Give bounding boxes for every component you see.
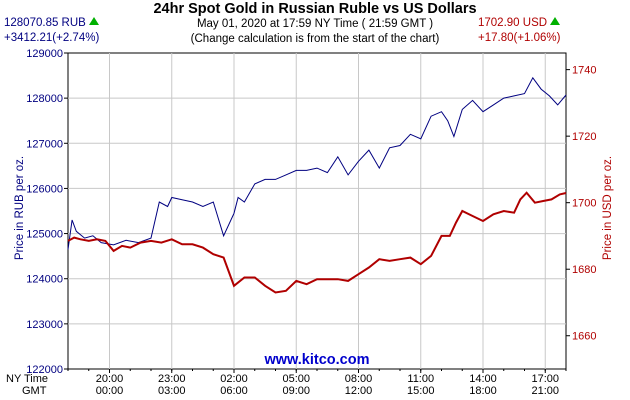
x-tick-label-gmt: 15:00 (407, 385, 435, 397)
series-usd-line (67, 191, 567, 294)
usd-change: +17.80(+1.06%) (478, 32, 561, 44)
watermark-link[interactable]: www.kitco.com (263, 352, 369, 368)
usd-price-readout: 1702.90 USD (478, 17, 561, 29)
x-tick-label-ny: 23:00 (158, 373, 186, 385)
y-tick-label-left: 125000 (26, 229, 63, 241)
x-tick-label-gmt: 09:00 (282, 385, 310, 397)
y-tick-label-right: 1720 (572, 131, 596, 143)
y-tick-label-left: 127000 (26, 138, 63, 150)
plot-area (67, 52, 567, 370)
x-tick-label-ny: 02:00 (220, 373, 248, 385)
x-tick-label-ny: 20:00 (96, 373, 124, 385)
y-tick-label-right: 1660 (572, 331, 596, 343)
y-tick-label-right: 1680 (572, 264, 596, 276)
gmt-label: GMT (22, 385, 47, 397)
chart-title: 24hr Spot Gold in Russian Ruble vs US Do… (153, 1, 477, 17)
x-tick-label-gmt: 00:00 (96, 385, 124, 397)
change-note: (Change calculation is from the start of… (190, 33, 440, 45)
y-tick-label-left: 123000 (26, 319, 63, 331)
x-tick-label-ny: 17:00 (531, 373, 559, 385)
x-tick-label-ny: 11:00 (407, 373, 434, 385)
ny-time-label: NY Time (6, 373, 48, 385)
x-tick-label-gmt: 03:00 (158, 385, 186, 397)
series-rub-line (67, 76, 567, 250)
y-axis-left-ticks: 122000 123000 124000 125000 126000 127000 1280… (26, 48, 68, 376)
y-tick-label-left: 124000 (26, 274, 63, 286)
timestamp-line: May 01, 2020 at 17:59 NY Time ( 21:59 GM… (196, 18, 434, 30)
x-tick-label-ny: 14:00 (469, 373, 497, 385)
y-tick-label-right: 1740 (572, 65, 596, 77)
x-tick-label-ny: 08:00 (345, 373, 373, 385)
x-tick-label-ny: 05:00 (282, 373, 310, 385)
up-arrow-icon (88, 17, 99, 25)
x-tick-label-gmt: 06:00 (220, 385, 248, 397)
y-tick-label-left: 122000 (26, 364, 63, 376)
y-tick-label-left: 128000 (26, 93, 63, 105)
rub-price: 128070.85 RUB (4, 17, 86, 29)
y-tick-label-right: 1700 (572, 198, 596, 210)
x-tick-label-gmt: 18:00 (469, 385, 497, 397)
y-tick-label-left: 126000 (26, 183, 63, 195)
rub-change: +3412.21(+2.74%) (4, 32, 100, 44)
y-tick-label-left: 129000 (26, 48, 63, 60)
x-tick-label-gmt: 12:00 (345, 385, 373, 397)
usd-price: 1702.90 USD (478, 17, 548, 29)
up-arrow-icon (550, 17, 561, 25)
rub-price-readout: 128070.85 RUB (4, 17, 99, 29)
x-tick-label-gmt: 21:00 (531, 385, 559, 397)
y-axis-right-ticks: 1660 1680 1700 1720 1740 (566, 65, 596, 343)
